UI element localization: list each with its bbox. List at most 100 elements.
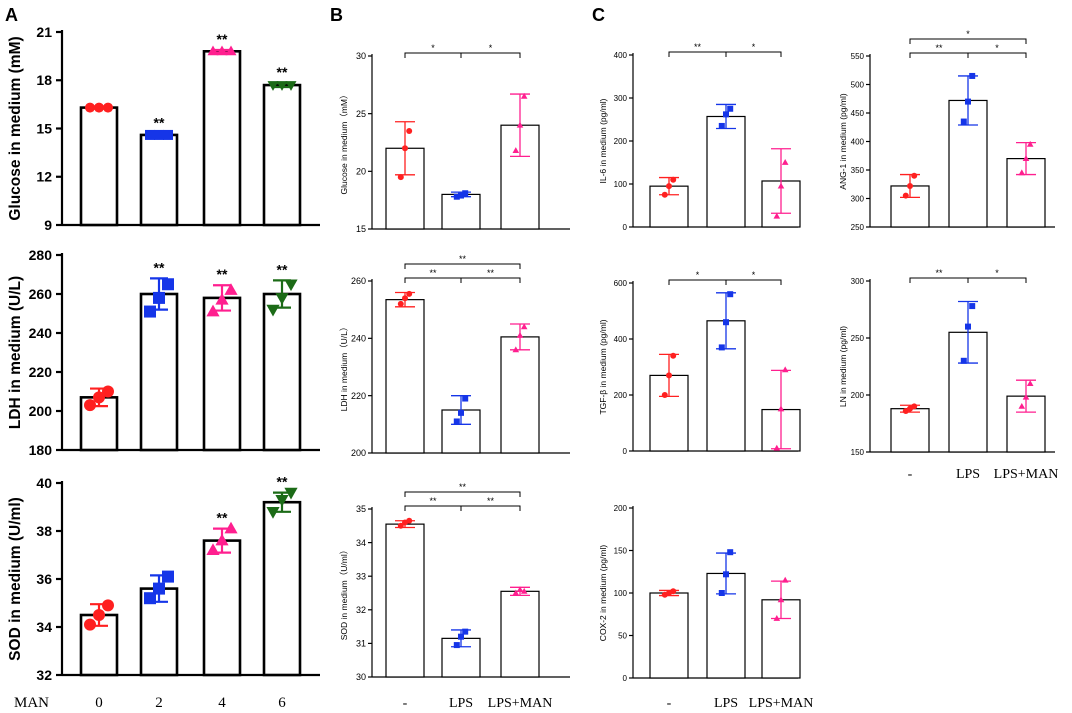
c2-y-axis-title: ANG-1 in medium (pg/ml) bbox=[838, 93, 848, 190]
b3-bar bbox=[500, 590, 540, 678]
a3-data-point bbox=[84, 618, 96, 631]
a3-data-point bbox=[102, 599, 114, 612]
a1-data-point bbox=[103, 102, 113, 113]
c3-data-point bbox=[670, 352, 677, 359]
a2-data-point bbox=[84, 399, 96, 412]
a1-y-tick-label: 21 bbox=[36, 24, 52, 40]
c2-data-point bbox=[960, 118, 967, 125]
b2-data-point bbox=[397, 300, 404, 307]
b3-y-tick-label: 32 bbox=[356, 605, 366, 615]
c5-y-tick-label: 200 bbox=[614, 504, 628, 513]
b3-significance-label: ** bbox=[429, 496, 437, 506]
a1-y-tick-label: 18 bbox=[36, 72, 52, 88]
c5-data-point bbox=[781, 576, 789, 583]
c3-bar bbox=[706, 320, 746, 452]
c1-data-point bbox=[777, 182, 785, 189]
c3-data-point bbox=[777, 405, 785, 412]
a3-y-tick-label: 32 bbox=[36, 667, 52, 683]
a3-data-point bbox=[144, 592, 156, 605]
b3-significance-bracket bbox=[404, 491, 521, 497]
c1-bar bbox=[706, 115, 746, 228]
c1-significance-bracket bbox=[725, 51, 782, 57]
b3-y-tick-label: 33 bbox=[356, 571, 366, 581]
b2-significance-label: ** bbox=[429, 268, 437, 278]
c4-data-point bbox=[969, 303, 976, 310]
b3-data-point bbox=[516, 586, 524, 593]
c2-bar bbox=[1006, 158, 1046, 228]
b2-significance-bracket bbox=[460, 277, 521, 283]
a2-data-point bbox=[102, 385, 114, 398]
b1-significance-label: * bbox=[489, 43, 493, 53]
a3-y-tick-label: 36 bbox=[36, 571, 52, 587]
c3-y-tick-label: 200 bbox=[614, 391, 628, 400]
a3-x-tick-label: 2 bbox=[155, 695, 163, 711]
a2-significance-label: ** bbox=[217, 266, 228, 282]
c4-data-point bbox=[1026, 380, 1034, 386]
a3-y-tick-label: 40 bbox=[36, 475, 52, 491]
c1-significance-label: * bbox=[752, 42, 756, 52]
c2-y-tick-label: 450 bbox=[851, 109, 865, 118]
b2-y-tick-label: 200 bbox=[351, 448, 366, 458]
c2-data-point bbox=[969, 72, 976, 79]
a1-bar bbox=[79, 106, 119, 227]
b2-y-axis-title: LDH in medium（U/L） bbox=[339, 323, 349, 412]
b2-data-point bbox=[458, 409, 464, 416]
a1-y-tick-label: 12 bbox=[36, 169, 52, 185]
c1-y-tick-label: 0 bbox=[623, 223, 628, 232]
b3-data-point bbox=[406, 517, 413, 524]
c5-data-point bbox=[670, 588, 677, 595]
c2-y-tick-label: 400 bbox=[851, 137, 865, 146]
b3-y-tick-label: 30 bbox=[356, 672, 366, 682]
b1-y-tick-label: 15 bbox=[356, 224, 366, 234]
c5-data-point bbox=[727, 549, 734, 556]
a1-data-point bbox=[225, 45, 237, 56]
a2-data-point bbox=[144, 305, 156, 318]
c3-data-point bbox=[718, 344, 725, 351]
c2-data-point bbox=[902, 192, 909, 199]
c4-data-point bbox=[1018, 402, 1026, 409]
c2-data-point bbox=[1026, 140, 1034, 147]
b2-y-tick-label: 240 bbox=[351, 333, 366, 343]
b2-data-point bbox=[402, 295, 408, 302]
c2-significance-bracket bbox=[909, 38, 1027, 44]
c1-data-point bbox=[718, 122, 725, 129]
b1-data-point bbox=[453, 193, 460, 200]
c4-y-axis-title: LN in medium (pg/ml) bbox=[838, 326, 848, 407]
a2-y-tick-label: 280 bbox=[29, 247, 53, 263]
c4-y-tick-label: 200 bbox=[851, 391, 865, 400]
c3-y-tick-label: 600 bbox=[614, 279, 628, 288]
b2-data-point bbox=[520, 323, 528, 330]
b1-significance-bracket bbox=[404, 52, 462, 58]
b1-data-point bbox=[516, 121, 524, 128]
c3-data-point bbox=[661, 392, 668, 398]
c4-y-tick-label: 300 bbox=[851, 277, 865, 286]
b1-y-tick-label: 30 bbox=[356, 51, 366, 61]
c4-significance-label: * bbox=[995, 268, 999, 278]
b1-significance-label: * bbox=[431, 43, 435, 53]
c5-y-axis-title: COX-2 in medium (pg/ml) bbox=[598, 545, 608, 642]
c5-bar bbox=[649, 592, 689, 679]
b3-data-point bbox=[397, 522, 404, 529]
b2-data-point bbox=[512, 346, 520, 353]
c2-significance-label: * bbox=[966, 29, 970, 39]
c5-x-tick-label: - bbox=[667, 696, 672, 711]
a1-data-point bbox=[276, 81, 288, 91]
b3-significance-bracket bbox=[460, 505, 521, 511]
panel-letter-c: C bbox=[592, 5, 605, 25]
c1-y-tick-label: 300 bbox=[614, 94, 628, 103]
c4-y-tick-label: 250 bbox=[851, 334, 865, 343]
a2-y-tick-label: 200 bbox=[29, 403, 53, 419]
a2-data-point bbox=[93, 391, 105, 404]
c4-significance-bracket bbox=[909, 277, 969, 283]
c2-data-point bbox=[911, 172, 918, 179]
b3-x-tick-label: - bbox=[403, 696, 408, 711]
c1-significance-bracket bbox=[668, 51, 727, 57]
b1-y-tick-label: 25 bbox=[356, 109, 366, 119]
a2-y-axis-title: LDH in medium (U/L) bbox=[7, 276, 24, 429]
a3-y-axis-title: SOD in medium (U/ml) bbox=[7, 497, 24, 661]
c4-x-tick-label: - bbox=[908, 467, 913, 482]
b1-bar bbox=[441, 193, 481, 230]
c1-data-point bbox=[781, 159, 789, 165]
a3-bar bbox=[262, 500, 302, 677]
man-row-label: MAN bbox=[14, 695, 49, 711]
